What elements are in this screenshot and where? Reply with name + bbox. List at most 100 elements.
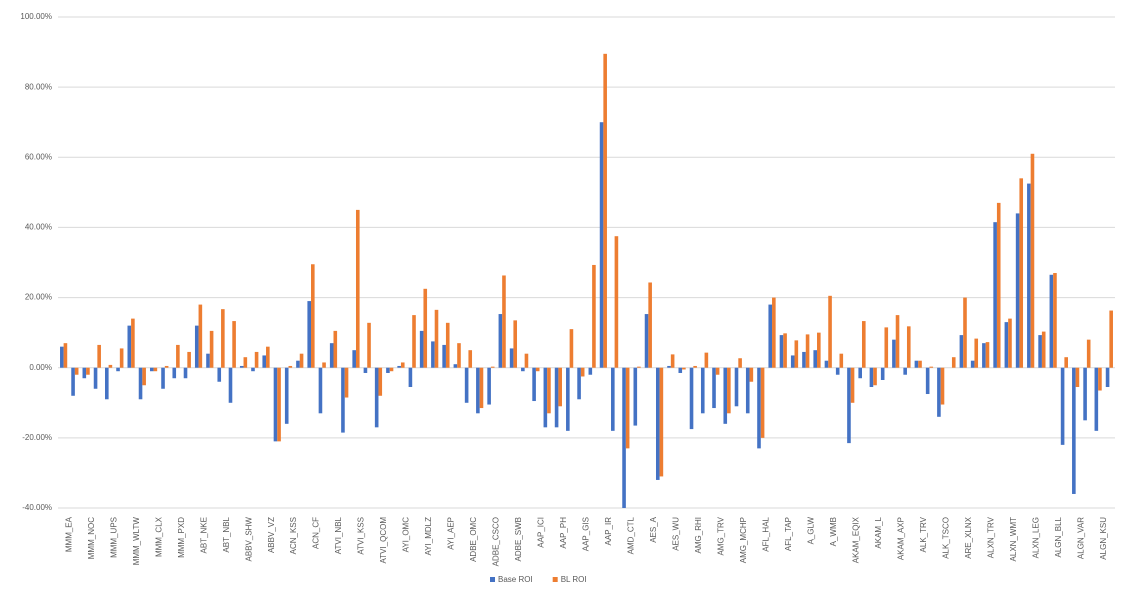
bar [206, 353, 210, 368]
x-tick-label: ATVI_NBL [334, 516, 343, 554]
legend-swatch [490, 577, 495, 582]
bar [543, 367, 548, 428]
bar [772, 297, 776, 368]
bar [374, 367, 379, 428]
bar [1004, 322, 1009, 368]
x-tick-label: AES_WU [672, 517, 681, 551]
bar [164, 365, 169, 368]
bar [805, 334, 810, 368]
bar [1008, 318, 1012, 368]
x-tick-label: AES_A [649, 516, 658, 542]
bar [760, 367, 765, 438]
bar [940, 367, 945, 405]
bar [985, 342, 990, 368]
bar [457, 343, 461, 368]
y-tick-label: 20.00% [25, 293, 52, 302]
bar [221, 309, 225, 368]
bar [119, 348, 124, 368]
bar [329, 343, 334, 368]
bar [757, 367, 761, 449]
bar [914, 360, 919, 368]
bar [284, 367, 289, 424]
x-tick-label: ADBE_OMC [469, 517, 478, 562]
bar [453, 364, 458, 368]
bar [929, 366, 934, 368]
bar [239, 365, 244, 368]
x-tick-label: ALXN_WMT [1009, 517, 1018, 562]
bar [149, 367, 154, 372]
x-tick-label: ABBV_VZ [267, 517, 276, 553]
bar [569, 329, 574, 368]
bar [445, 322, 450, 368]
bar [63, 343, 68, 368]
bar [513, 320, 518, 368]
bar [659, 367, 664, 477]
bar [198, 304, 203, 368]
bar [116, 367, 120, 372]
bar [74, 367, 79, 375]
bar [1072, 367, 1076, 494]
bar [1064, 357, 1068, 368]
bar [161, 367, 165, 389]
x-tick-label: ATVI_KSS [357, 517, 366, 555]
bar [1083, 367, 1087, 421]
bar [296, 360, 300, 368]
x-tick-label: MMM_NOC [87, 517, 96, 559]
bar [734, 367, 739, 407]
bar [749, 367, 754, 382]
bar [970, 360, 975, 368]
bar [738, 358, 742, 368]
bar [622, 367, 626, 508]
x-tick-label: ADBE_CSCO [492, 517, 501, 566]
bar [93, 367, 98, 389]
bar [288, 365, 293, 368]
bar [1015, 213, 1020, 368]
bar [678, 367, 683, 373]
bar [727, 367, 731, 414]
bar [86, 367, 90, 375]
bar [82, 367, 87, 379]
bar [580, 367, 585, 377]
bar [1049, 274, 1054, 368]
bar [490, 366, 495, 368]
bar [603, 53, 607, 368]
bar [884, 327, 889, 368]
bar [502, 275, 506, 368]
bar [397, 365, 401, 368]
x-tick-label: ALK_TSCO [941, 517, 950, 559]
bar [479, 367, 484, 409]
bar [577, 367, 581, 400]
x-tick-label: AAP_GIS [582, 517, 591, 551]
bar [802, 351, 806, 368]
bar [1030, 153, 1035, 368]
bar [464, 367, 469, 403]
bar [487, 367, 491, 405]
x-tick-label: AAP_IR [604, 517, 613, 546]
bar [1041, 331, 1046, 368]
bar [1038, 335, 1042, 368]
bar [273, 367, 278, 442]
bar [108, 364, 113, 368]
bar [951, 357, 956, 368]
x-tick-label: ARE_XLNX [964, 516, 973, 558]
bar [633, 367, 638, 426]
bar [599, 122, 604, 368]
bar [277, 367, 281, 442]
bar [105, 367, 109, 400]
x-tick-label: ABBV_SHW [244, 517, 253, 562]
bar [498, 314, 503, 368]
y-tick-label: -40.00% [22, 503, 52, 512]
bar [723, 367, 728, 424]
bar [839, 353, 844, 368]
x-tick-label: MMM_EA [64, 516, 73, 552]
bar [670, 354, 675, 368]
bar [813, 350, 818, 368]
bar [1060, 367, 1065, 445]
bar [614, 236, 619, 368]
bar [850, 367, 855, 403]
bar [817, 332, 821, 368]
bar [187, 351, 191, 368]
bar [1105, 367, 1110, 388]
bar [547, 367, 551, 414]
x-tick-label: ALGN_KSU [1099, 517, 1108, 560]
